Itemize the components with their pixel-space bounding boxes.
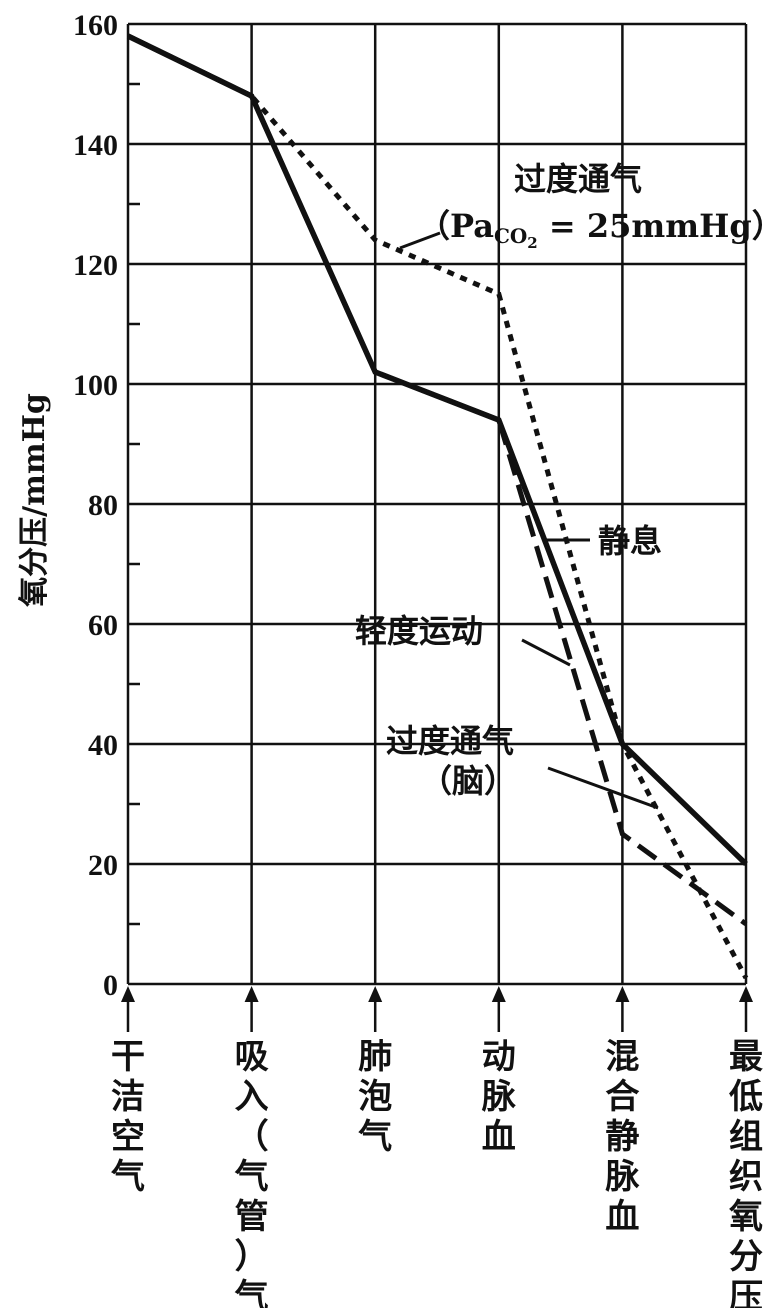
x-axis-category-labels: 干洁空气 吸入（气管）气 肺泡气 动脉血 混合静脉血 最低组织氧分压 [110, 1037, 763, 1308]
x-category-label-5: 最低组织氧分压 [729, 1037, 763, 1308]
annotation-brain-line1: 过度通气 [386, 722, 514, 760]
grid [126, 22, 748, 986]
x-category-label-0: 干洁空气 [110, 1037, 145, 1197]
series-line-3 [126, 33, 748, 866]
annotation-hyperventilation-title: 过度通气 [514, 160, 642, 198]
annotation-light-exercise: 轻度运动 [355, 612, 571, 667]
annotation-brain-line2: （脑） [420, 762, 516, 800]
leader-hyperventilation [399, 231, 441, 250]
annotation-hyperventilation-paco2: （PaCO2 = 25mmHg） [418, 207, 768, 252]
x-category-label-4: 混合静脉血 [605, 1037, 640, 1237]
series-lines [126, 33, 749, 980]
y-tick-label: 140 [73, 129, 118, 162]
series-line-1 [126, 33, 749, 980]
annotation-hyperventilation-brain: 过度通气 （脑） [386, 722, 659, 810]
y-tick-label: 40 [88, 729, 118, 762]
y-axis-label: 氧分压/mmHg [17, 393, 52, 607]
annotation-rest: 静息 [545, 522, 662, 560]
y-tick-label: 100 [73, 369, 118, 402]
leader-brain [547, 766, 659, 810]
x-category-label-2: 肺泡气 [357, 1037, 392, 1157]
y-tick-label: 20 [88, 849, 118, 882]
arrow-head-2 [368, 986, 383, 1002]
y-tick-label: 160 [73, 9, 118, 42]
leader-light-exercise [521, 638, 571, 667]
arrow-head-4 [615, 986, 630, 1002]
arrow-head-3 [491, 986, 506, 1002]
arrow-head-5 [739, 986, 753, 1002]
annotation-hyperventilation: 过度通气 （PaCO2 = 25mmHg） [399, 160, 768, 252]
x-axis-arrows [121, 986, 753, 1032]
x-category-label-3: 动脉血 [482, 1037, 517, 1157]
y-tick-label: 60 [88, 609, 118, 642]
y-tick-label: 120 [73, 249, 118, 282]
y-tick-label: 80 [88, 489, 118, 522]
y-axis-ticks: 0 20 40 60 80 100 120 140 160 [73, 9, 118, 1002]
annotation-light-exercise-label: 轻度运动 [355, 612, 483, 650]
x-category-label-1: 吸入（气管）气 [234, 1037, 269, 1308]
arrow-head-1 [244, 986, 259, 1002]
annotation-rest-label: 静息 [598, 522, 662, 560]
arrow-head-0 [121, 986, 135, 1002]
y-tick-label: 0 [103, 969, 118, 1002]
